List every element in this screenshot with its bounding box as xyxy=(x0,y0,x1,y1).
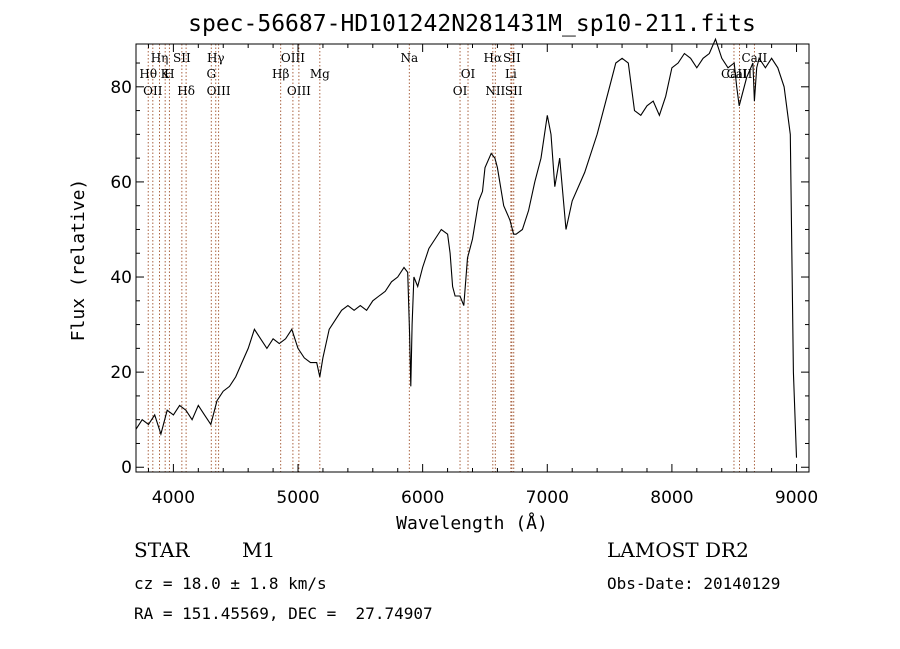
spectral-line-label: OI xyxy=(461,67,476,81)
x-tick-label: 6000 xyxy=(401,488,444,508)
spectral-line-label: Hδ xyxy=(177,84,195,98)
object-class: STAR xyxy=(134,538,189,562)
spectral-line-markers xyxy=(148,44,754,472)
redshift-readout: cz = 18.0 ± 1.8 km/s xyxy=(134,574,327,593)
spectral-line-label: CaII xyxy=(741,51,767,65)
spectral-line-label: SII xyxy=(173,51,191,65)
x-axis-ticks: 4000 5000 6000 7000 8000 9000 xyxy=(148,44,818,508)
spectral-line-label: Li xyxy=(505,67,517,81)
spectral-line-labels: HθOIIHηKHSIIHδGHγOIIIHβOIIIOIIIMgNaOIOIH… xyxy=(139,51,767,98)
spectral-line-label: OIII xyxy=(281,51,305,65)
spectral-line-label: SII xyxy=(505,84,523,98)
x-tick-label: 8000 xyxy=(650,488,693,508)
spectral-line-label: Na xyxy=(400,51,418,65)
survey-name: LAMOST DR2 xyxy=(607,538,749,562)
y-tick-label: 80 xyxy=(110,78,132,98)
plot-frame xyxy=(136,44,809,472)
x-tick-label: 9000 xyxy=(775,488,818,508)
spectral-line-label: OIII xyxy=(287,84,311,98)
spectral-line-label: OII xyxy=(143,84,163,98)
spectrum-line xyxy=(136,39,797,458)
x-axis-label: Wavelength (Å) xyxy=(396,512,548,534)
y-tick-label: 20 xyxy=(110,363,132,383)
spectral-line-label: G xyxy=(206,67,216,81)
x-tick-label: 5000 xyxy=(276,488,319,508)
spectral-line-label: Mg xyxy=(310,67,330,81)
chart-title: spec-56687-HD101242N281431M_sp10-211.fit… xyxy=(188,11,756,37)
spectral-line-label: SII xyxy=(503,51,521,65)
y-axis-label: Flux (relative) xyxy=(68,179,89,342)
spectral-line-label: OI xyxy=(453,84,468,98)
obs-date: Obs-Date: 20140129 xyxy=(607,574,780,593)
subclass: M1 xyxy=(242,538,275,562)
y-tick-label: 60 xyxy=(110,173,132,193)
spectral-line-label: NII xyxy=(485,84,505,98)
x-tick-label: 7000 xyxy=(526,488,569,508)
spectral-line-label: CaII xyxy=(727,67,753,81)
y-tick-label: 40 xyxy=(110,268,132,288)
spectral-line-label: Hβ xyxy=(272,67,289,81)
spectral-line-label: OIII xyxy=(207,84,231,98)
spectral-line-label: Hθ xyxy=(139,67,157,81)
spectral-line-label: Hη xyxy=(151,51,169,65)
y-tick-label: 0 xyxy=(121,458,132,478)
spectral-line-label: H xyxy=(164,67,174,81)
spectral-line-label: Hγ xyxy=(207,51,225,65)
spectral-line-label: Hα xyxy=(484,51,503,65)
coordinates-readout: RA = 151.45569, DEC = 27.74907 xyxy=(134,604,433,623)
x-tick-label: 4000 xyxy=(152,488,195,508)
